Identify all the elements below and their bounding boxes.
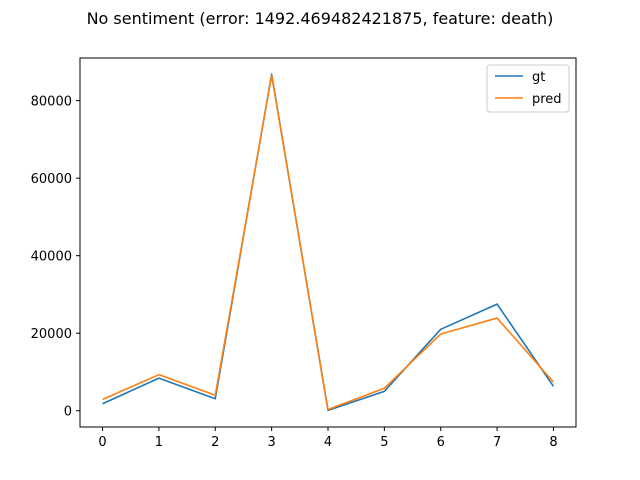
y-tick-label: 80000: [31, 95, 72, 110]
y-tick-label: 60000: [31, 172, 72, 187]
chart-title: No sentiment (error: 1492.469482421875, …: [87, 9, 554, 28]
x-tick-label: 0: [98, 435, 106, 450]
x-tick-label: 8: [549, 435, 557, 450]
series-line-gt: [102, 73, 555, 412]
x-tick-label: 2: [211, 435, 219, 450]
series-layer: [102, 73, 555, 412]
x-axis: 0 1 2 3 4 5 6 7 8: [98, 427, 558, 450]
x-tick-label: 6: [437, 435, 445, 450]
x-tick-label: 5: [380, 435, 388, 450]
x-tick-label: 3: [267, 435, 275, 450]
legend-label-gt: gt: [532, 70, 545, 85]
plot-area-frame: [79, 57, 577, 428]
legend-label-pred: pred: [532, 92, 562, 107]
series-line-pred: [102, 74, 555, 411]
y-tick-label: 0: [64, 405, 72, 420]
y-axis: 0 20000 40000 60000 80000: [31, 95, 80, 420]
x-tick-label: 1: [155, 435, 163, 450]
y-tick-label: 40000: [31, 250, 72, 265]
x-tick-label: 7: [493, 435, 501, 450]
y-tick-label: 20000: [31, 327, 72, 342]
legend: gt pred: [486, 64, 570, 113]
x-tick-label: 4: [324, 435, 332, 450]
